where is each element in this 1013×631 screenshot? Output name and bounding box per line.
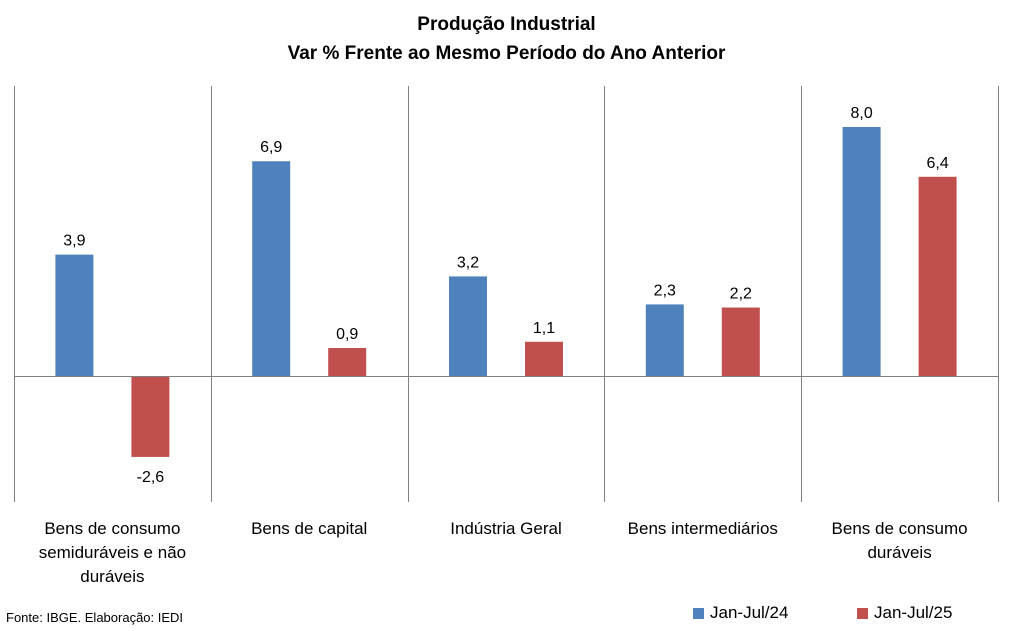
legend-item-jan-jul-25: Jan-Jul/25 [857,603,952,623]
bar-jan-jul-25-3 [721,307,760,376]
source-note: Fonte: IBGE. Elaboração: IEDI [6,610,184,625]
legend-item-jan-jul-24: Jan-Jul/24 [693,603,788,623]
bar-jan-jul-24-0 [55,254,94,376]
data-label-jan-jul-24-3: 2,3 [654,282,676,299]
data-label-jan-jul-25-3: 2,2 [730,286,752,303]
data-label-jan-jul-25-2: 1,1 [533,320,555,337]
category-label-2: Indústria Geral [450,519,562,538]
bar-jan-jul-25-4 [918,176,957,376]
bar-chart: 3,9 6,9 3,2 2,3 8,0 -2,6 0,9 1,1 2,2 6,4 Bens de c… [14,86,999,586]
category-label-3: Bens intermediários [628,519,778,538]
data-label-jan-jul-25-4: 6,4 [926,155,948,172]
data-label-jan-jul-24-2: 3,2 [457,254,479,271]
data-label-jan-jul-25-1: 0,9 [336,326,358,343]
chart-title: Produção Industrial [417,14,596,35]
data-label-jan-jul-24-1: 6,9 [260,139,282,156]
legend-swatch-jan-jul-24 [693,607,704,619]
category-label-0: Bens de consumo semiduráveis e não durávei… [39,519,186,586]
category-label-1: Bens de capital [251,519,367,538]
data-label-jan-jul-24-0: 3,9 [63,233,85,250]
bar-jan-jul-25-2 [525,341,563,376]
data-label-jan-jul-25-0: -2,6 [137,469,165,486]
bar-jan-jul-25-1 [328,347,367,376]
bar-jan-jul-24-3 [645,304,684,376]
legend-label-jan-jul-25: Jan-Jul/25 [874,603,953,622]
legend-label-jan-jul-24: Jan-Jul/24 [710,603,789,622]
category-label-4: Bens de consumo duráveis [832,519,968,562]
chart-subtitle: Var % Frente ao Mesmo Período do Ano Ant… [287,43,726,64]
data-label-jan-jul-24-4: 8,0 [850,105,872,122]
legend-swatch-jan-jul-25 [857,607,868,619]
bar-jan-jul-24-2 [449,276,487,376]
bar-jan-jul-24-4 [842,127,881,376]
bar-jan-jul-25-0 [131,376,170,457]
bar-jan-jul-24-1 [252,161,291,376]
